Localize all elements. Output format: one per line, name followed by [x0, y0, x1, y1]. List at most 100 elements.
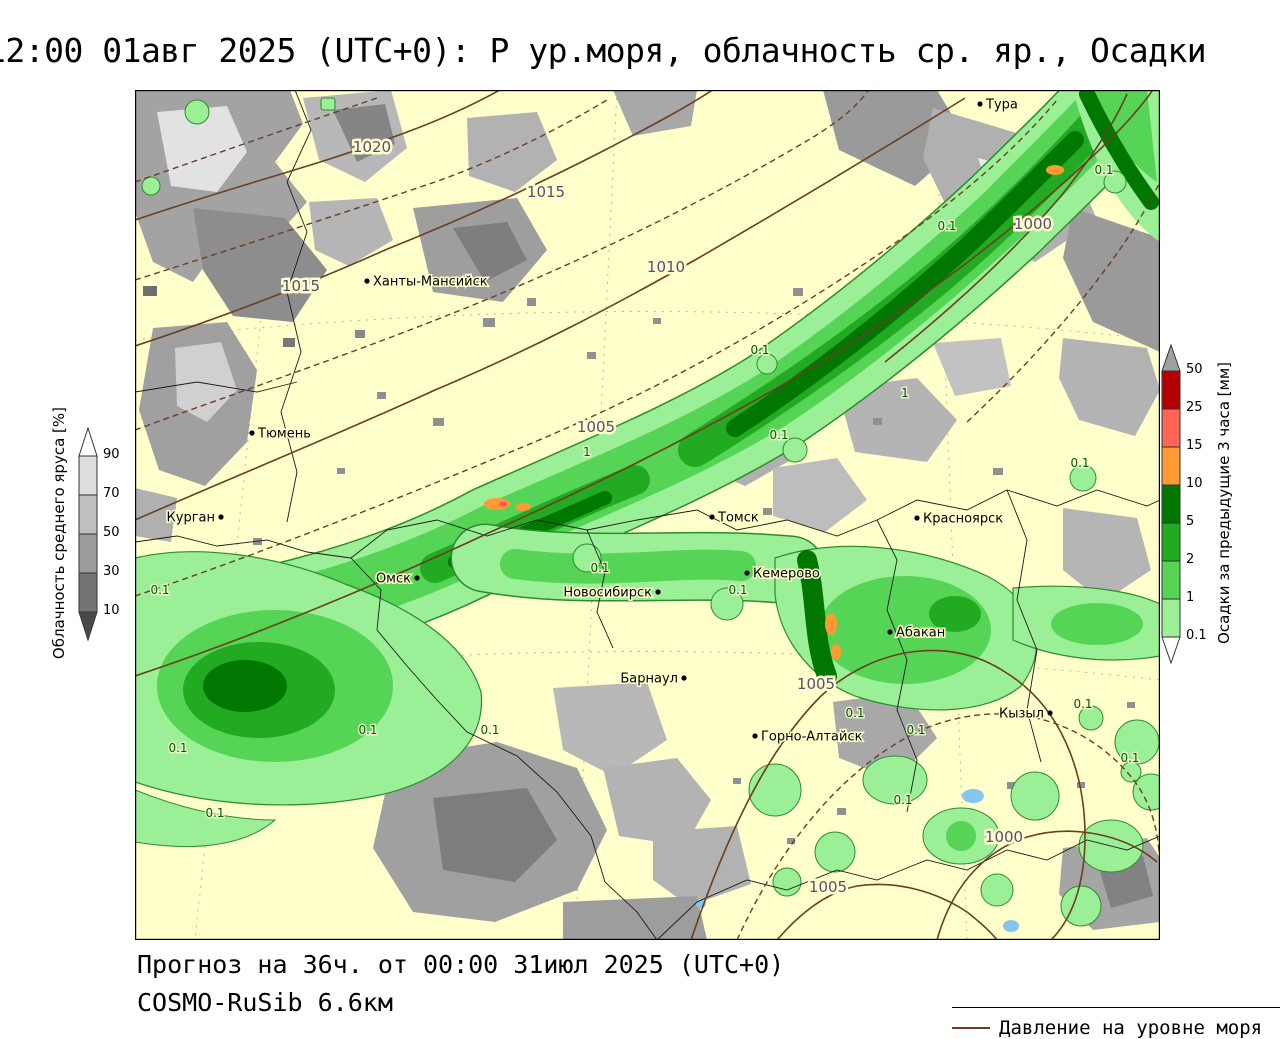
- city-label: Красноярск: [923, 512, 1003, 527]
- colorbar-tick: 5: [1186, 514, 1195, 529]
- colorbar-tick: 0.1: [1186, 628, 1207, 643]
- precip-contour-label: 1: [583, 445, 591, 459]
- isobar-1005-south: [776, 883, 998, 941]
- precip-contour-label: 0.1: [168, 741, 187, 755]
- colorbar-tick: 10: [103, 603, 120, 619]
- colorbar-segment: [78, 494, 98, 535]
- colorbar-arrow-bottom: [78, 611, 98, 642]
- colorbar-gradient: [78, 426, 98, 642]
- map-frame: [135, 90, 1160, 940]
- city-dot: [887, 629, 893, 635]
- colorbar-segment: [1161, 446, 1181, 486]
- colorbar-gradient: [1161, 343, 1181, 665]
- precip-contour-label: 0.1: [150, 583, 169, 597]
- colorbar-arrow-top: [1161, 343, 1181, 372]
- isobar-1020: [134, 79, 518, 221]
- colorbar-segment: [78, 533, 98, 574]
- isobar-value-label: 1015: [527, 183, 565, 201]
- isobar-intermediate: [134, 83, 1161, 941]
- precip-band: [1079, 86, 1159, 210]
- map-area: 1020 1015 1015 1010 1000 1005 1005 1005 1000 0.1…: [54, 33, 1184, 941]
- map-title: 12:00 01авг 2025 (UTC+0): P ур.моря, обл…: [0, 31, 1207, 70]
- pressure-legend: Давление на уровне моря: [952, 1007, 1280, 1039]
- map-canvas: 1020 1015 1015 1010 1000 1005 1005 1005 1000 0.1…: [54, 33, 1184, 941]
- city-dot: [977, 101, 983, 107]
- precip-spots: [141, 97, 1170, 927]
- city-label: Томск: [717, 511, 759, 526]
- precip-contour-label: 0.1: [937, 219, 956, 233]
- isobar-value-label: 1005: [577, 418, 615, 436]
- isobar-value-label: 1015: [282, 277, 320, 295]
- colorbar-tick: 1: [1186, 590, 1195, 605]
- isobar-1005: [134, 83, 1158, 677]
- city-label: Новосибирск: [563, 586, 652, 601]
- city-label: Кемерово: [753, 567, 820, 582]
- city-label: Кызыл: [999, 707, 1044, 722]
- precip-contour-label: 0.1: [590, 561, 609, 575]
- precip-contour-label: 0.1: [728, 583, 747, 597]
- pressure-line-sample: [952, 1027, 990, 1029]
- colorbar-tick: 50: [103, 525, 120, 541]
- pressure-legend-label: Давление на уровне моря: [999, 1017, 1263, 1039]
- precip-area: [1093, 90, 1157, 182]
- precip-contour-labels: 0.1 0.1 0.1 0.1 0.1 0.1 0.1 0.1 0.1 0.1 0.1 0.1 0.1 0…: [149, 162, 1141, 822]
- colorbar-tick: 2: [1186, 552, 1195, 567]
- isobar-value-label: 1000: [1014, 215, 1052, 233]
- precip-contour-label: 0.1: [906, 723, 925, 737]
- colorbar-arrow-top: [78, 426, 98, 457]
- colorbar-segment: [1161, 560, 1181, 600]
- precip-contour-label: 0.1: [750, 343, 769, 357]
- colorbar-cloudiness: Облачность среднего яруса [%] 90 70 50 30 10: [50, 407, 130, 659]
- isobar-1010: [134, 97, 966, 521]
- city-dot: [1047, 710, 1053, 716]
- colorbar-tick: 90: [103, 447, 120, 463]
- pressure-labels: 1020 1015 1015 1010 1000 1005 1005 1005 1000: [279, 136, 1054, 899]
- colorbar-tick: 15: [1186, 438, 1203, 453]
- colorbar-tick: 70: [103, 486, 120, 502]
- city-dot: [249, 430, 255, 436]
- colorbar-tick: 50: [1186, 362, 1203, 377]
- forecast-info: Прогноз на 36ч. от 00:00 31июл 2025 (UTC…: [137, 950, 785, 979]
- city-label: Тура: [985, 98, 1018, 113]
- precip-contour-label: 0.1: [358, 723, 377, 737]
- colorbar-precip: 50 25 15 10 5 2 1 0.1 Осадки за предыдущие 3 ча…: [1161, 343, 1233, 665]
- isobar-value-label: 1020: [353, 138, 391, 156]
- city-label: Омск: [376, 572, 411, 587]
- precip-contour-label: 0.1: [1094, 163, 1113, 177]
- precip-contour-label: 0.1: [1073, 697, 1092, 711]
- colorbar-precip-bar: 50 25 15 10 5 2 1 0.1: [1161, 343, 1213, 665]
- precip-area: [134, 789, 277, 848]
- colorbar-tick: 25: [1186, 400, 1203, 415]
- city-dot: [414, 575, 420, 581]
- isobar-1015: [134, 79, 728, 347]
- colorbar-segment: [1161, 408, 1181, 448]
- precip-contour-label: 0.1: [1120, 751, 1139, 765]
- isobar-value-label: 1000: [985, 828, 1023, 846]
- city-label: Тюмень: [257, 427, 311, 442]
- cities: Тура Ханты-Мансийск Тюмень Курган Омск Новоси…: [165, 96, 1053, 746]
- colorbar-tick: 30: [103, 564, 120, 580]
- colorbar-segment: [1161, 598, 1181, 638]
- city-label: Абакан: [896, 626, 945, 641]
- colorbar-tick: 10: [1186, 476, 1203, 491]
- city-dot: [681, 675, 687, 681]
- city-dot: [752, 733, 758, 739]
- colorbar-segment: [78, 572, 98, 613]
- precip-contour-label: 0.1: [1070, 456, 1089, 470]
- city-dot: [914, 515, 920, 521]
- city-dot: [744, 570, 750, 576]
- colorbar-cloudiness-bar: 90 70 50 30 10: [78, 426, 130, 642]
- colorbar-segment: [1161, 370, 1181, 410]
- lakes: [696, 789, 1019, 932]
- admin-borders: [134, 89, 1161, 941]
- isobar-value-label: 1010: [647, 258, 685, 276]
- precip-contour-label: 0.1: [769, 428, 788, 442]
- colorbar-segment: [78, 455, 98, 496]
- heavy-precip: [484, 165, 1064, 660]
- city-dot: [364, 278, 370, 284]
- city-dot: [218, 514, 224, 520]
- precip-contour-label: 0.1: [205, 806, 224, 820]
- model-info: COSMO-RuSib 6.6км: [137, 988, 393, 1017]
- isobar-value-label: 1005: [797, 675, 835, 693]
